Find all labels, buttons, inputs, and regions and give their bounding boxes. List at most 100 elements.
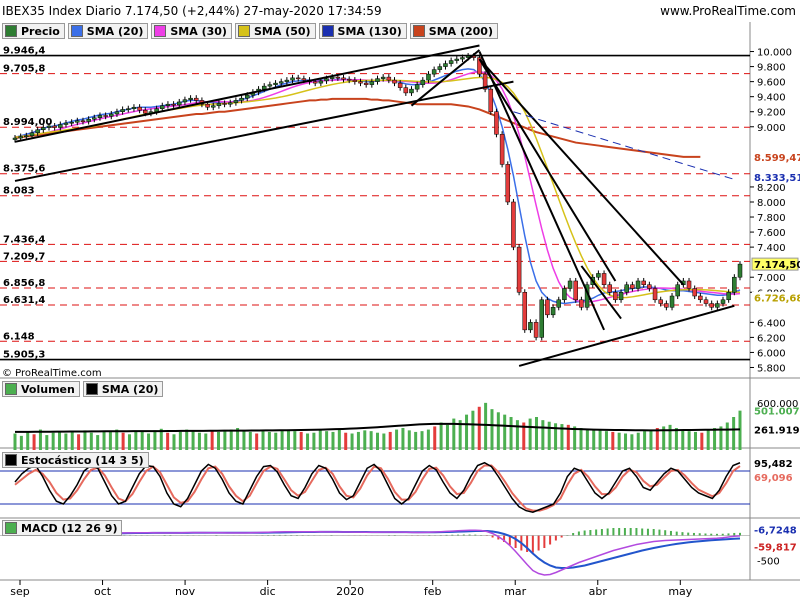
candle-body	[58, 124, 63, 128]
volume-bar	[528, 418, 532, 450]
level-label: 6.148	[3, 331, 35, 342]
candle-body	[539, 299, 545, 338]
level-label: 6.856,8	[3, 278, 45, 289]
candle-body	[290, 77, 295, 81]
candle-body	[675, 284, 680, 297]
candle-body	[426, 73, 431, 81]
candle-body	[35, 129, 40, 134]
sma50-swatch	[237, 25, 250, 37]
x-tick-label: abr	[589, 585, 608, 598]
legend-macd[interactable]: MACD (12 26 9)	[2, 520, 123, 536]
candle-body	[267, 84, 273, 87]
level-label: 5.905,3	[3, 350, 45, 361]
volume-bar	[45, 435, 49, 450]
macd-hist-bar	[739, 532, 741, 536]
site-link[interactable]: www.ProRealTime.com	[660, 4, 796, 18]
price-tick-label: 8.200	[757, 183, 786, 194]
chart-header: IBEX35 Index Diario 7.174,50 (+2,44%) 27…	[0, 0, 800, 22]
volume-sma-line	[15, 422, 741, 433]
macd-hist-bar	[589, 530, 592, 536]
precio-swatch	[5, 25, 17, 37]
macd-line	[14, 529, 741, 576]
candle-body	[12, 137, 18, 140]
volume-bar	[471, 410, 475, 450]
candle-body	[278, 81, 284, 84]
volume-bar	[725, 422, 729, 450]
candle-body	[703, 299, 709, 304]
candle-body	[647, 284, 652, 289]
price-tag-box	[751, 257, 799, 271]
candle-body	[454, 58, 460, 61]
candle-body	[664, 303, 669, 308]
macd-hist-bar	[618, 528, 621, 536]
volume-bar	[630, 434, 634, 450]
volume-bar	[102, 431, 106, 450]
macd-hist-bar	[514, 535, 517, 548]
volume-bar	[585, 428, 589, 450]
macd-hist-bar	[595, 529, 598, 536]
volume-bar	[197, 432, 201, 450]
volume-bar	[687, 431, 691, 450]
candle-body	[431, 69, 437, 75]
price-tag: 6.726,68	[754, 294, 800, 305]
legend-estocastico[interactable]: Estocástico (14 3 5)	[2, 452, 149, 468]
macd-hist-bar	[646, 528, 649, 536]
candle-body	[397, 82, 403, 88]
candle-body	[261, 85, 267, 90]
legend-precio[interactable]: Precio	[2, 23, 65, 39]
macd-tick-label: -500	[757, 557, 780, 568]
macd-hist-bar	[669, 530, 672, 536]
candle-body	[69, 122, 74, 124]
volume-bar	[681, 429, 685, 450]
legend-sma30[interactable]: SMA (30)	[151, 23, 232, 39]
macd-hist-bar	[658, 529, 661, 536]
candle-body	[210, 105, 216, 108]
candle-body	[131, 106, 137, 109]
volume-bar	[331, 431, 335, 450]
volume-bar	[592, 429, 596, 450]
candle-body	[222, 103, 227, 105]
volume-bar	[617, 432, 621, 450]
candle-body	[720, 299, 726, 304]
legend-volume-sma20[interactable]: SMA (20)	[82, 381, 164, 397]
volume-tick-label: 600.000	[757, 399, 798, 410]
volume-bar	[522, 422, 526, 450]
candle-body	[737, 263, 743, 278]
candle-body	[329, 76, 335, 79]
candle-body	[318, 80, 324, 84]
price-tick-label: 7.600	[757, 228, 786, 239]
trendline-lower-channel	[14, 80, 514, 182]
macd-hist-bar	[641, 528, 644, 536]
price-tick-label: 9.000	[757, 123, 786, 134]
candle-body	[516, 246, 522, 293]
candle-body	[482, 73, 488, 90]
legend-sma200[interactable]: SMA (200)	[409, 23, 498, 39]
candle-body	[545, 299, 550, 316]
candle-body	[165, 103, 171, 106]
level-label: 7.436,4	[3, 234, 45, 245]
legend-sma50[interactable]: SMA (50)	[234, 23, 316, 39]
volume-bar	[172, 434, 176, 450]
candle-body	[80, 120, 86, 122]
volume-bar	[382, 433, 386, 450]
candle-body	[709, 303, 714, 308]
trendline-support	[518, 304, 735, 367]
level-label: 9.705,8	[3, 64, 45, 75]
candle-body	[114, 111, 120, 115]
trendline-down-1	[478, 51, 605, 331]
legend-sma130[interactable]: SMA (130)	[318, 23, 407, 39]
legend-volumen[interactable]: Volumen	[2, 381, 80, 397]
macd-hist-bar	[727, 533, 730, 536]
price-tag-box	[752, 291, 798, 304]
volume-bar	[388, 431, 392, 450]
macd-hist-bar	[629, 528, 632, 536]
trendline-down-3	[478, 58, 617, 282]
macd-hist-bar	[733, 532, 736, 536]
candle-body	[641, 280, 646, 285]
legend-sma20[interactable]: SMA (20)	[67, 23, 149, 39]
macd-hist-bar	[278, 534, 281, 536]
price-tick-label: 9.200	[757, 108, 786, 119]
volume-bar	[261, 431, 265, 450]
candle-body	[669, 295, 675, 308]
candle-body	[732, 276, 737, 293]
